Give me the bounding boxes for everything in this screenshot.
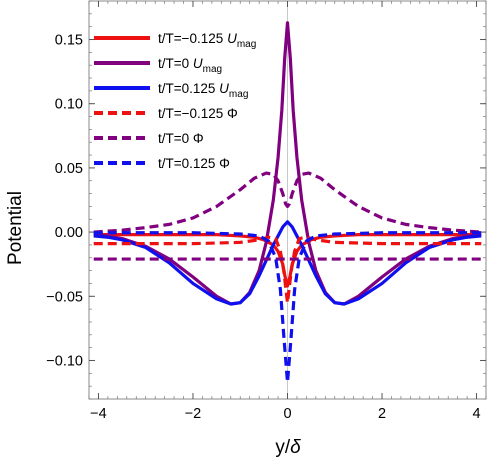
x-tick-label: 4 bbox=[473, 406, 481, 422]
y-tick-label: −0.05 bbox=[46, 289, 83, 305]
legend-label: t/T=−0.125 Umag bbox=[158, 31, 256, 50]
series-line-4 bbox=[93, 235, 482, 305]
y-tick-label: 0.10 bbox=[55, 97, 83, 113]
x-tick-label: 2 bbox=[378, 406, 386, 422]
series-line-5 bbox=[93, 171, 482, 234]
axis-ticks bbox=[88, 0, 487, 400]
y-axis-title: Potential bbox=[5, 191, 26, 265]
x-tick-label: −4 bbox=[90, 406, 107, 422]
series-line-3 bbox=[93, 220, 482, 306]
x-tick-label: −2 bbox=[185, 406, 202, 422]
legend-label: t/T=−0.125 Φ bbox=[158, 106, 238, 121]
x-axis-title-symbol: δ bbox=[290, 437, 301, 458]
legend: t/T=−0.125 Umag t/T=0 Umag t/T=0.125 Umag t… bbox=[94, 31, 256, 171]
y-tick-label: 0.05 bbox=[55, 161, 83, 177]
x-axis-title: y/δ bbox=[275, 437, 301, 458]
series-line-2 bbox=[93, 21, 482, 306]
legend-label: t/T=0.125 Umag bbox=[158, 81, 248, 100]
y-tick-label: −0.10 bbox=[46, 353, 83, 369]
legend-label: t/T=0 Φ bbox=[158, 131, 204, 146]
series-layer bbox=[93, 21, 482, 384]
axis-tick-labels: −4 −2 0 2 4 0.15 0.10 0.05 0.00 −0.05 −0.10 bbox=[46, 33, 480, 422]
y-tick-label: 0.00 bbox=[55, 225, 83, 241]
x-tick-label: 0 bbox=[283, 406, 291, 422]
series-line-7 bbox=[93, 231, 482, 384]
series-line-1 bbox=[93, 233, 482, 288]
x-axis-title-main: y/ bbox=[275, 437, 291, 458]
legend-label: t/T=0.125 Φ bbox=[158, 156, 230, 171]
legend-label: t/T=0 Umag bbox=[158, 56, 222, 75]
y-tick-label: 0.15 bbox=[55, 33, 83, 49]
